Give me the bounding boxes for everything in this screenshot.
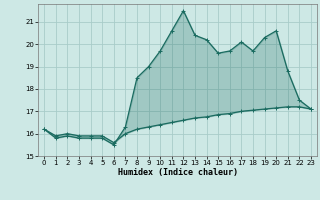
X-axis label: Humidex (Indice chaleur): Humidex (Indice chaleur) [118, 168, 238, 177]
